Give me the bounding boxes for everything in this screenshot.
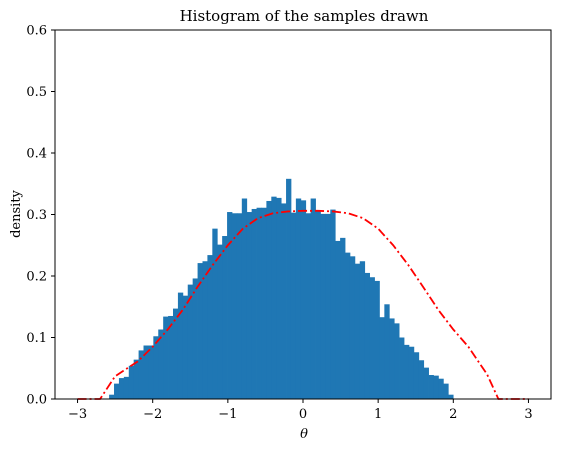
histogram-bar bbox=[207, 255, 212, 399]
histogram-bar bbox=[375, 281, 380, 399]
histogram-bar bbox=[148, 346, 153, 400]
histogram-bar bbox=[153, 336, 158, 399]
y-tick-label: 0.0 bbox=[26, 393, 47, 408]
histogram-bar bbox=[370, 277, 375, 399]
histogram-bar bbox=[384, 304, 389, 399]
histogram-bar bbox=[433, 376, 438, 399]
histogram-bar bbox=[399, 338, 404, 400]
histogram-bar bbox=[247, 212, 252, 399]
x-tick-label: 2 bbox=[449, 407, 457, 422]
x-tick-label: −3 bbox=[68, 407, 87, 422]
chart-title: Histogram of the samples drawn bbox=[180, 7, 429, 25]
histogram-bar bbox=[389, 318, 394, 399]
histogram-bar bbox=[227, 212, 232, 399]
histogram-bar bbox=[330, 210, 335, 399]
histogram-bar bbox=[365, 273, 370, 399]
y-axis-label: density bbox=[9, 189, 24, 237]
y-tick-label: 0.5 bbox=[26, 85, 47, 100]
histogram-bar bbox=[237, 213, 242, 399]
histogram-bar bbox=[438, 379, 443, 399]
x-axis-ticks: −3 −2 −1 0 1 2 3 bbox=[68, 399, 533, 422]
histogram-bar bbox=[414, 352, 419, 399]
histogram-bar bbox=[193, 278, 198, 399]
histogram-bar bbox=[424, 368, 429, 399]
histogram-bar bbox=[114, 384, 119, 399]
histogram-bar bbox=[261, 208, 266, 399]
y-tick-label: 0.4 bbox=[26, 147, 47, 162]
histogram-bar bbox=[183, 296, 188, 399]
y-tick-label: 0.2 bbox=[26, 270, 47, 285]
histogram-bar bbox=[409, 347, 414, 399]
histogram-bar bbox=[173, 309, 178, 399]
histogram-bar bbox=[335, 241, 340, 399]
histogram-bar bbox=[443, 384, 448, 399]
x-tick-label: 3 bbox=[524, 407, 532, 422]
x-axis-label: θ bbox=[300, 427, 308, 442]
histogram-bar bbox=[379, 317, 384, 399]
histogram-bar bbox=[320, 214, 325, 399]
histogram-bar bbox=[129, 366, 134, 399]
y-tick-label: 0.1 bbox=[26, 331, 47, 346]
histogram-bar bbox=[394, 323, 399, 399]
histogram-bar bbox=[266, 201, 271, 399]
y-axis-ticks: 0.0 0.1 0.2 0.3 0.4 0.5 0.6 bbox=[26, 24, 55, 408]
histogram-bar bbox=[419, 360, 424, 399]
histogram-bar bbox=[232, 213, 237, 399]
histogram-bar bbox=[178, 293, 183, 399]
histogram-bar bbox=[316, 211, 321, 399]
histogram-bar bbox=[448, 395, 453, 399]
histogram-bar bbox=[119, 378, 124, 399]
histogram-bar bbox=[222, 236, 227, 399]
histogram-bar bbox=[217, 245, 222, 399]
histogram-bar bbox=[296, 199, 301, 399]
x-tick-label: −2 bbox=[143, 407, 162, 422]
histogram-bar bbox=[124, 377, 129, 399]
histogram-bar bbox=[429, 375, 434, 399]
histogram-bar bbox=[340, 238, 345, 399]
histogram-bar bbox=[271, 197, 276, 399]
y-tick-label: 0.6 bbox=[26, 24, 47, 39]
histogram-bar bbox=[109, 395, 114, 399]
histogram-bar bbox=[257, 208, 262, 399]
histogram-bar bbox=[276, 198, 281, 399]
histogram-bar bbox=[311, 199, 316, 399]
histogram-bar bbox=[325, 214, 330, 399]
histogram-bar bbox=[404, 345, 409, 399]
histogram-bar bbox=[291, 213, 296, 399]
histogram-bar bbox=[350, 256, 355, 399]
histogram-bar bbox=[306, 213, 311, 399]
x-tick-label: 1 bbox=[374, 407, 382, 422]
y-tick-label: 0.3 bbox=[26, 208, 47, 223]
histogram-bar bbox=[360, 261, 365, 399]
histogram-bar bbox=[281, 203, 286, 399]
histogram-bar bbox=[345, 253, 350, 399]
x-tick-label: 0 bbox=[299, 407, 307, 422]
histogram-bar bbox=[134, 360, 139, 399]
histogram-bar bbox=[212, 229, 217, 399]
x-tick-label: −1 bbox=[218, 407, 237, 422]
histogram-bar bbox=[202, 261, 207, 399]
histogram-bar bbox=[301, 200, 306, 399]
histogram-bar bbox=[355, 264, 360, 399]
histogram-bar bbox=[252, 209, 257, 399]
